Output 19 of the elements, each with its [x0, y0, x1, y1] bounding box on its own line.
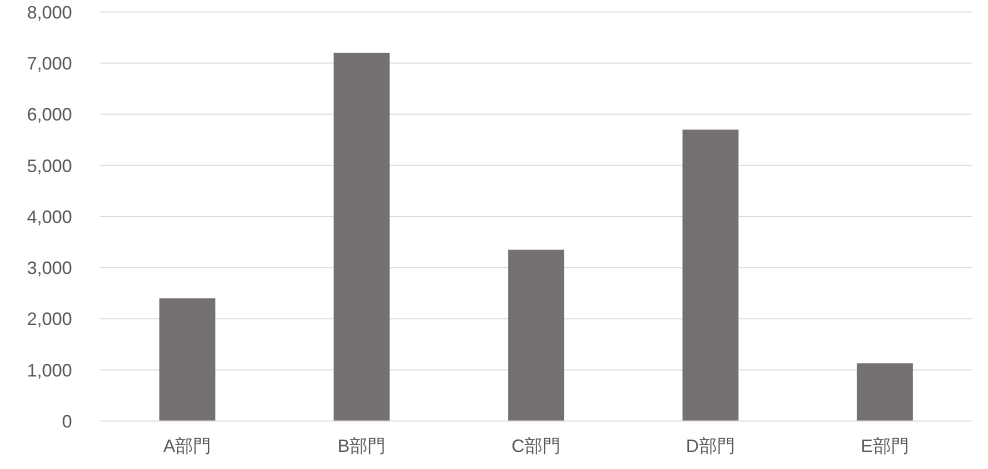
bar — [682, 130, 738, 421]
y-tick-label: 8,000 — [26, 2, 72, 22]
bar — [508, 250, 564, 421]
bar — [159, 298, 216, 421]
bar — [856, 363, 913, 421]
x-tick-label: B部門 — [338, 436, 386, 456]
y-tick-label: 1,000 — [26, 360, 72, 380]
y-tick-label: 2,000 — [26, 309, 72, 330]
x-tick-label: E部門 — [860, 436, 909, 456]
y-tick-label: 0 — [62, 411, 72, 432]
x-tick-label: D部門 — [686, 436, 735, 456]
bar — [334, 52, 390, 421]
x-tick-label: C部門 — [512, 436, 560, 456]
y-tick-label: 4,000 — [26, 206, 72, 227]
y-tick-label: 6,000 — [26, 104, 72, 125]
y-tick-label: 7,000 — [26, 54, 72, 74]
x-tick-label: A部門 — [163, 436, 212, 456]
y-tick-label: 5,000 — [26, 156, 72, 176]
y-tick-label: 3,000 — [26, 258, 72, 278]
